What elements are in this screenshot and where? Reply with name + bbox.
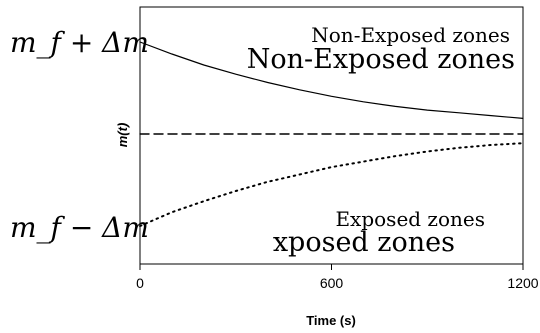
y-axis-label: m(t) [115,123,130,148]
series-layer [139,41,524,227]
annotation-exposed-small: Exposed zones [335,207,485,231]
x-tick-label: 600 [320,275,344,291]
annotation-non-exposed-small: Non-Exposed zones [311,23,510,47]
y-tick-label-lower: m_f − Δm [10,211,149,244]
annotation-non-exposed-large: Non-Exposed zones [247,44,515,75]
x-tick-label: 1200 [507,275,538,291]
y-tick-label-upper: m_f + Δm [10,26,149,59]
ticks-layer: 0 600 1200 [136,264,539,291]
series-line-solid [139,41,524,119]
x-axis-label: Time (s) [306,313,356,328]
x-tick-label: 0 [136,275,144,291]
series-line-dotted [139,142,524,227]
annotation-exposed-large: xposed zones [273,227,455,258]
